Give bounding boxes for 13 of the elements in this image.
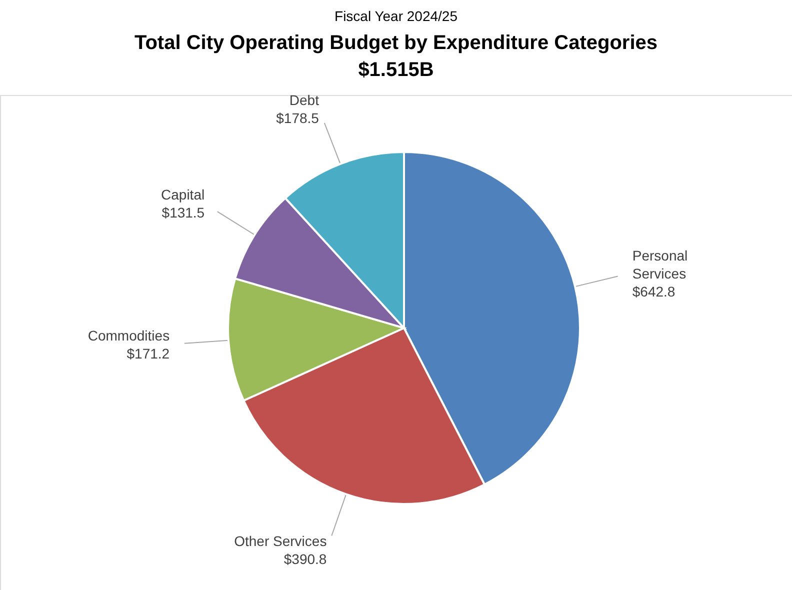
data-label: $178.5 [276, 110, 320, 126]
slice-label: Other Services [234, 532, 327, 549]
chart-subtitle: $1.515B [358, 59, 434, 81]
text: Fiscal Year 2024/25 [334, 8, 458, 24]
data-label: $171.2 [126, 345, 170, 362]
data-label: $642.8 [632, 284, 676, 300]
slice-label: Personal Services [632, 248, 688, 282]
data-label: $390.8 [284, 550, 327, 567]
data-label: $131.5 [162, 204, 205, 221]
chart-title: Total City Operating Budget by Expenditure Categories [134, 32, 658, 54]
slice-label: Capital [161, 186, 205, 203]
slice-label: Debt [289, 92, 320, 108]
slice-label: Commodities [88, 327, 170, 344]
